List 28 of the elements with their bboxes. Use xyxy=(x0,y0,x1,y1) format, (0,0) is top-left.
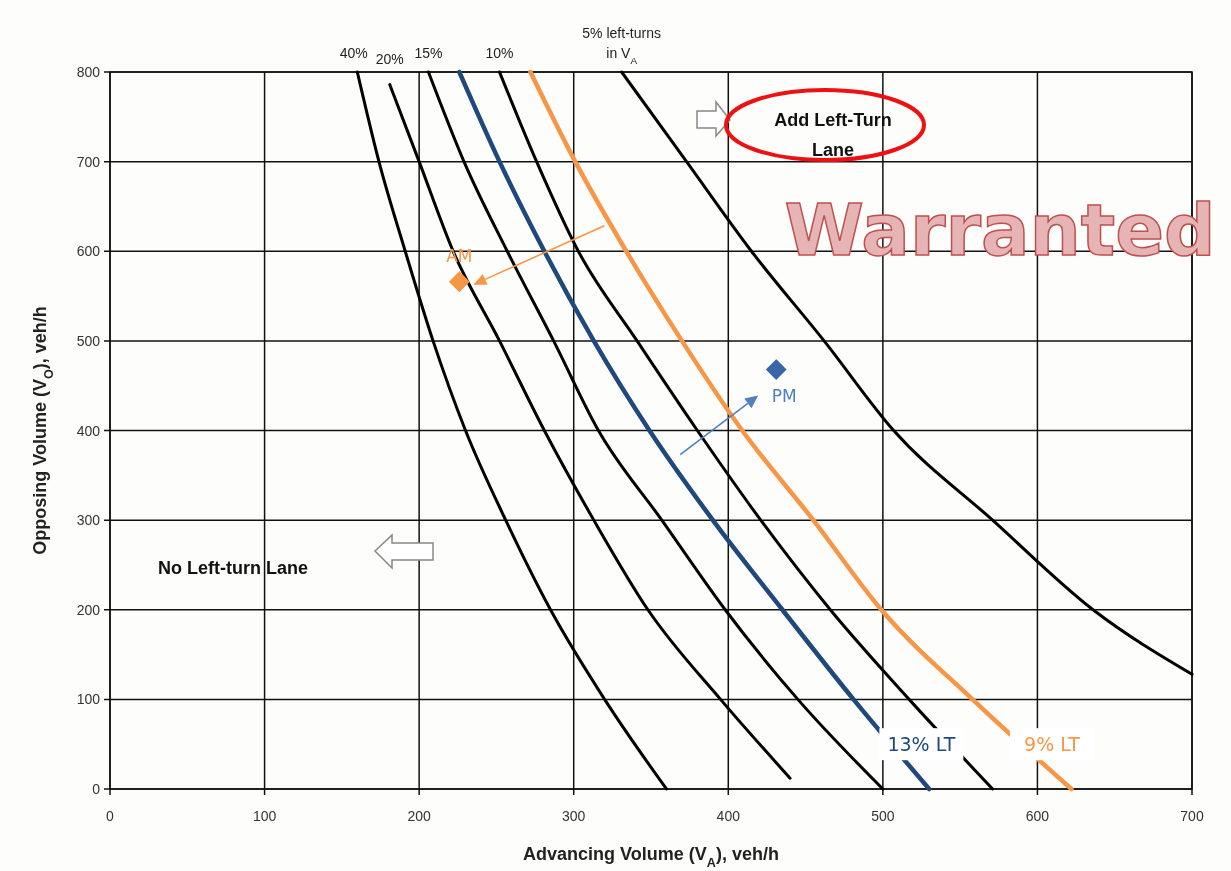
x-tick-label: 100 xyxy=(252,808,277,824)
line-series xyxy=(355,70,668,791)
y-tick-label: 300 xyxy=(76,512,101,529)
series-label: 5% left-turns in V$_{A}$ xyxy=(582,25,661,66)
x-tick-label: 300 xyxy=(562,808,586,824)
x-tick-label: 0 xyxy=(106,808,115,824)
series-label: PM xyxy=(771,385,797,406)
y-tick-label: 100 xyxy=(76,691,101,708)
series-label: 10% xyxy=(485,45,514,61)
series-label: 20% xyxy=(375,51,404,67)
x-tick-label: 400 xyxy=(716,808,741,824)
y-tick-label: 800 xyxy=(76,64,101,80)
x-tick-label: 600 xyxy=(1025,808,1050,824)
x-tick-label: 200 xyxy=(407,808,432,824)
y-tick-label: 200 xyxy=(76,601,101,618)
y-tick-label: 600 xyxy=(76,243,101,260)
series-label: 15% xyxy=(414,45,443,61)
y-tick-label: 400 xyxy=(76,422,101,439)
x-tick-label: 700 xyxy=(1180,808,1204,824)
series-label: 9% LT xyxy=(1024,733,1081,756)
series-label: 13% LT xyxy=(887,733,956,756)
annotation: No Left-turn Lane xyxy=(158,558,308,578)
y-tick-label: 0 xyxy=(92,781,101,797)
x-axis-title: Advancing Volume (V$_{A}$), veh/h xyxy=(523,844,779,870)
x-tick-label: 500 xyxy=(871,808,895,824)
y-tick-label: 500 xyxy=(76,332,101,349)
series-label: 40% xyxy=(339,45,368,61)
y-tick-label: 700 xyxy=(76,153,101,170)
